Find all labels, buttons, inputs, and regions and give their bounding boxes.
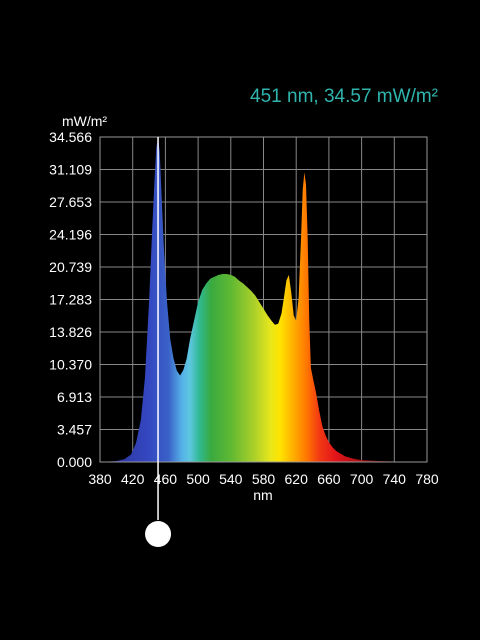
x-axis-label: nm <box>253 487 272 503</box>
y-tick-label-0: 0.000 <box>57 454 92 470</box>
plot-frame <box>99 136 428 463</box>
plot-frame-layer <box>99 136 428 463</box>
x-tick-label-10: 780 <box>415 471 439 487</box>
y-axis-label: mW/m² <box>62 113 107 129</box>
x-tick-label-6: 620 <box>285 471 309 487</box>
y-tick-label-4: 13.826 <box>49 324 92 340</box>
y-tick-labels: 0.000 3.457 6.913 10.370 13.826 17.283 20.739 2… <box>49 129 92 470</box>
x-tick-label-4: 540 <box>219 471 243 487</box>
x-tick-label-1: 420 <box>121 471 145 487</box>
y-tick-label-3: 10.370 <box>49 356 92 372</box>
y-tick-label-9: 31.109 <box>49 162 92 178</box>
x-tick-label-9: 740 <box>383 471 407 487</box>
y-tick-label-2: 6.913 <box>57 389 92 405</box>
x-tick-labels: 380 420 460 500 540 580 620 660 700 740 780 <box>88 471 439 487</box>
cursor-readout: 451 nm, 34.57 mW/m² <box>250 86 438 107</box>
spectrum-area <box>100 136 427 462</box>
x-tick-label-7: 660 <box>317 471 341 487</box>
x-tick-label-3: 500 <box>186 471 210 487</box>
x-tick-label-2: 460 <box>154 471 178 487</box>
x-tick-label-0: 380 <box>88 471 112 487</box>
y-tick-label-7: 24.196 <box>49 227 92 243</box>
cursor-layer <box>145 137 172 547</box>
cursor-handle <box>145 521 172 547</box>
y-tick-label-10: 34.566 <box>49 129 92 145</box>
x-tick-label-5: 580 <box>252 471 276 487</box>
y-tick-label-1: 3.457 <box>57 421 92 437</box>
x-tick-label-8: 700 <box>350 471 374 487</box>
y-tick-label-6: 20.739 <box>49 259 92 275</box>
y-tick-label-5: 17.283 <box>49 292 92 308</box>
y-tick-label-8: 27.653 <box>49 194 92 210</box>
spectrum-area-layer <box>100 136 427 462</box>
